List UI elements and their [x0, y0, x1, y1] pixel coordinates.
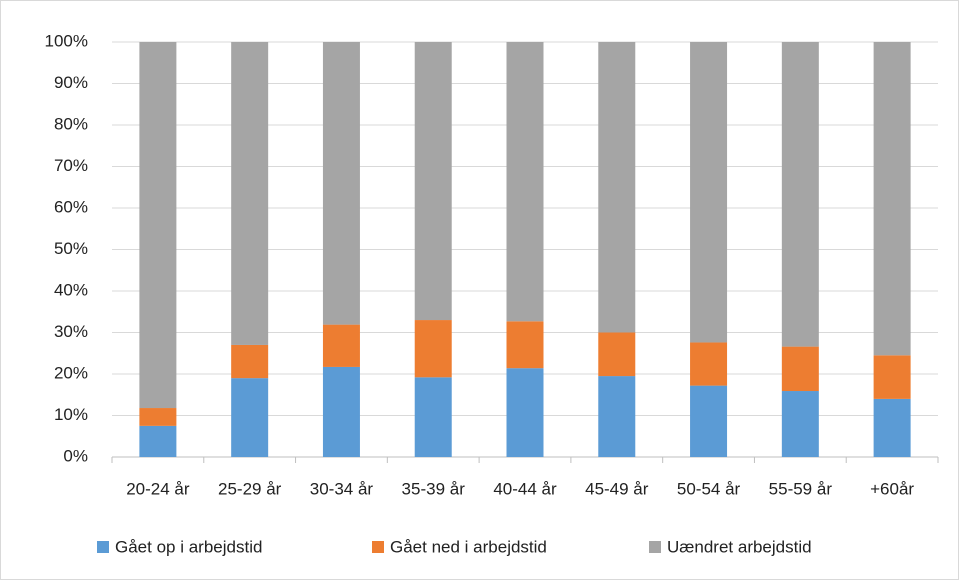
legend-label: Uændret arbejdstid	[667, 537, 812, 556]
x-tick-label: 25-29 år	[218, 479, 282, 498]
bar-segment	[231, 378, 269, 457]
legend-label: Gået op i arbejdstid	[115, 537, 262, 556]
y-tick-label: 50%	[54, 239, 88, 258]
bar-segment	[231, 344, 269, 379]
bar-segment	[690, 42, 728, 343]
y-tick-label: 10%	[54, 405, 88, 424]
bar-segment	[873, 42, 911, 356]
bar-segment	[598, 42, 636, 333]
bar-segment	[690, 342, 728, 386]
bar-segment	[414, 320, 452, 378]
x-tick-label: 20-24 år	[126, 479, 190, 498]
bar-segment	[139, 42, 177, 409]
y-tick-label: 30%	[54, 322, 88, 341]
bar-segment	[506, 368, 544, 457]
bar-segment	[414, 377, 452, 457]
bar-segment	[322, 366, 360, 457]
bar-segment	[414, 42, 452, 321]
bar-segment	[506, 321, 544, 369]
x-tick-label: 30-34 år	[310, 479, 374, 498]
bar-segment	[781, 42, 819, 347]
x-tick-label: 40-44 år	[493, 479, 557, 498]
bar-segment	[322, 324, 360, 367]
legend-label: Gået ned i arbejdstid	[390, 537, 547, 556]
bar-segment	[873, 355, 911, 399]
y-tick-label: 80%	[54, 114, 88, 133]
x-tick-label: 45-49 år	[585, 479, 649, 498]
bar-segment	[781, 346, 819, 392]
bar-segment	[598, 376, 636, 457]
bar-segment	[781, 391, 819, 457]
legend-swatch	[372, 541, 384, 553]
y-tick-label: 40%	[54, 280, 88, 299]
x-tick-label: 50-54 år	[677, 479, 741, 498]
y-tick-label: 70%	[54, 156, 88, 175]
legend-swatch	[97, 541, 109, 553]
bar-segment	[139, 408, 177, 426]
bar-segment	[690, 385, 728, 457]
x-tick-label: 35-39 år	[402, 479, 466, 498]
x-tick-label: +60år	[870, 479, 914, 498]
y-tick-label: 90%	[54, 73, 88, 92]
y-tick-label: 0%	[63, 446, 88, 465]
y-tick-label: 60%	[54, 197, 88, 216]
legend-swatch	[649, 541, 661, 553]
bar-segment	[873, 398, 911, 457]
bar-segment	[231, 42, 269, 345]
x-tick-label: 55-59 år	[769, 479, 833, 498]
bar-segment	[322, 42, 360, 325]
bar-segment	[506, 42, 544, 322]
y-tick-label: 20%	[54, 363, 88, 382]
bar-segment	[598, 332, 636, 377]
y-tick-label: 100%	[45, 31, 88, 50]
bar-segment	[139, 425, 177, 457]
